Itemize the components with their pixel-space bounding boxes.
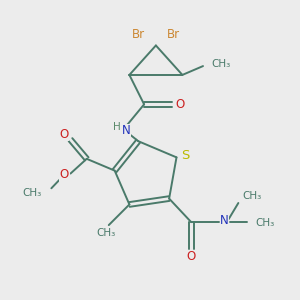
Text: CH₃: CH₃ — [243, 191, 262, 201]
Text: N: N — [122, 124, 131, 137]
Text: Br: Br — [167, 28, 179, 41]
Text: O: O — [59, 128, 69, 141]
Text: Br: Br — [132, 28, 146, 41]
Text: CH₃: CH₃ — [96, 228, 116, 238]
Text: S: S — [181, 149, 190, 162]
Text: CH₃: CH₃ — [255, 218, 274, 228]
Text: CH₃: CH₃ — [212, 59, 231, 69]
Text: N: N — [220, 214, 229, 227]
Text: O: O — [187, 250, 196, 263]
Text: CH₃: CH₃ — [23, 188, 42, 198]
Text: H: H — [113, 122, 121, 132]
Text: O: O — [176, 98, 185, 111]
Text: O: O — [60, 168, 69, 181]
